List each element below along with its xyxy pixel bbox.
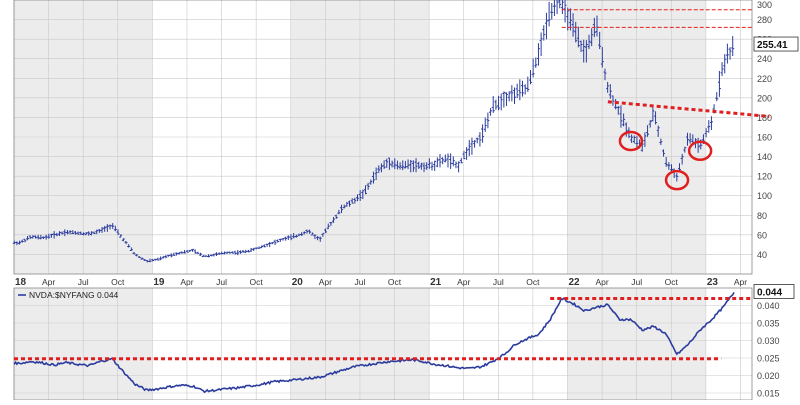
ratio-last-value-label: 0.044	[757, 288, 782, 299]
x-tick-label: Apr	[734, 277, 747, 287]
y-tick-label: 280	[757, 15, 772, 25]
ratio-line	[13, 292, 735, 394]
y-tick-label: 0.020	[757, 371, 780, 381]
y-tick-label: 0.040	[757, 301, 780, 311]
x-tick-label: Jul	[216, 277, 227, 287]
x-tick-label: Oct	[388, 277, 402, 287]
x-tick-label: 23	[707, 277, 719, 288]
circled-low	[618, 130, 644, 152]
y-tick-label: 140	[757, 152, 772, 162]
y-tick-label: 220	[757, 74, 772, 84]
x-tick-label: 21	[430, 277, 442, 288]
legend-label: NVDA:$NYFANG 0.044	[29, 290, 119, 300]
y-tick-label: 120	[757, 172, 772, 182]
y-tick-label: 180	[757, 113, 772, 123]
y-tick-label: 80	[757, 211, 767, 221]
circled-low	[664, 169, 690, 191]
y-tick-label: 60	[757, 230, 767, 240]
x-tick-label: 20	[292, 277, 304, 288]
x-tick-label: 22	[569, 277, 581, 288]
x-tick-label: Apr	[180, 277, 193, 287]
x-tick-label: Oct	[250, 277, 264, 287]
x-tick-label: Jul	[493, 277, 504, 287]
neckline	[607, 100, 770, 118]
x-tick-label: Oct	[526, 277, 540, 287]
x-tick-label: Apr	[457, 277, 470, 287]
x-tick-label: Apr	[42, 277, 55, 287]
y-tick-label: 240	[757, 54, 772, 64]
y-tick-label: 0.015	[757, 389, 780, 399]
y-tick-label: 100	[757, 191, 772, 201]
y-tick-label: 200	[757, 93, 772, 103]
year-band	[705, 288, 752, 400]
last-value-label: 255.41	[757, 40, 788, 51]
price-panel-border	[13, 0, 753, 275]
x-tick-label: Jul	[355, 277, 366, 287]
x-tick-label: Apr	[595, 277, 608, 287]
last-value-box	[753, 36, 799, 52]
y-tick-label: 0.030	[757, 336, 780, 346]
x-tick-label: 18	[15, 277, 27, 288]
y-tick-label: 0.035	[757, 319, 780, 329]
y-tick-label: 300	[757, 0, 772, 10]
x-tick-label: Jul	[78, 277, 89, 287]
ratio-last-value-box	[753, 284, 795, 299]
x-tick-label: Oct	[111, 277, 125, 287]
y-tick-label: 0.025	[757, 354, 780, 364]
x-tick-label: Apr	[319, 277, 332, 287]
x-tick-label: Jul	[631, 277, 642, 287]
x-tick-label: Oct	[665, 277, 679, 287]
y-tick-label: 40	[757, 250, 767, 260]
y-tick-label: 160	[757, 133, 772, 143]
circled-low	[687, 140, 713, 162]
x-tick-label: 19	[153, 277, 165, 288]
